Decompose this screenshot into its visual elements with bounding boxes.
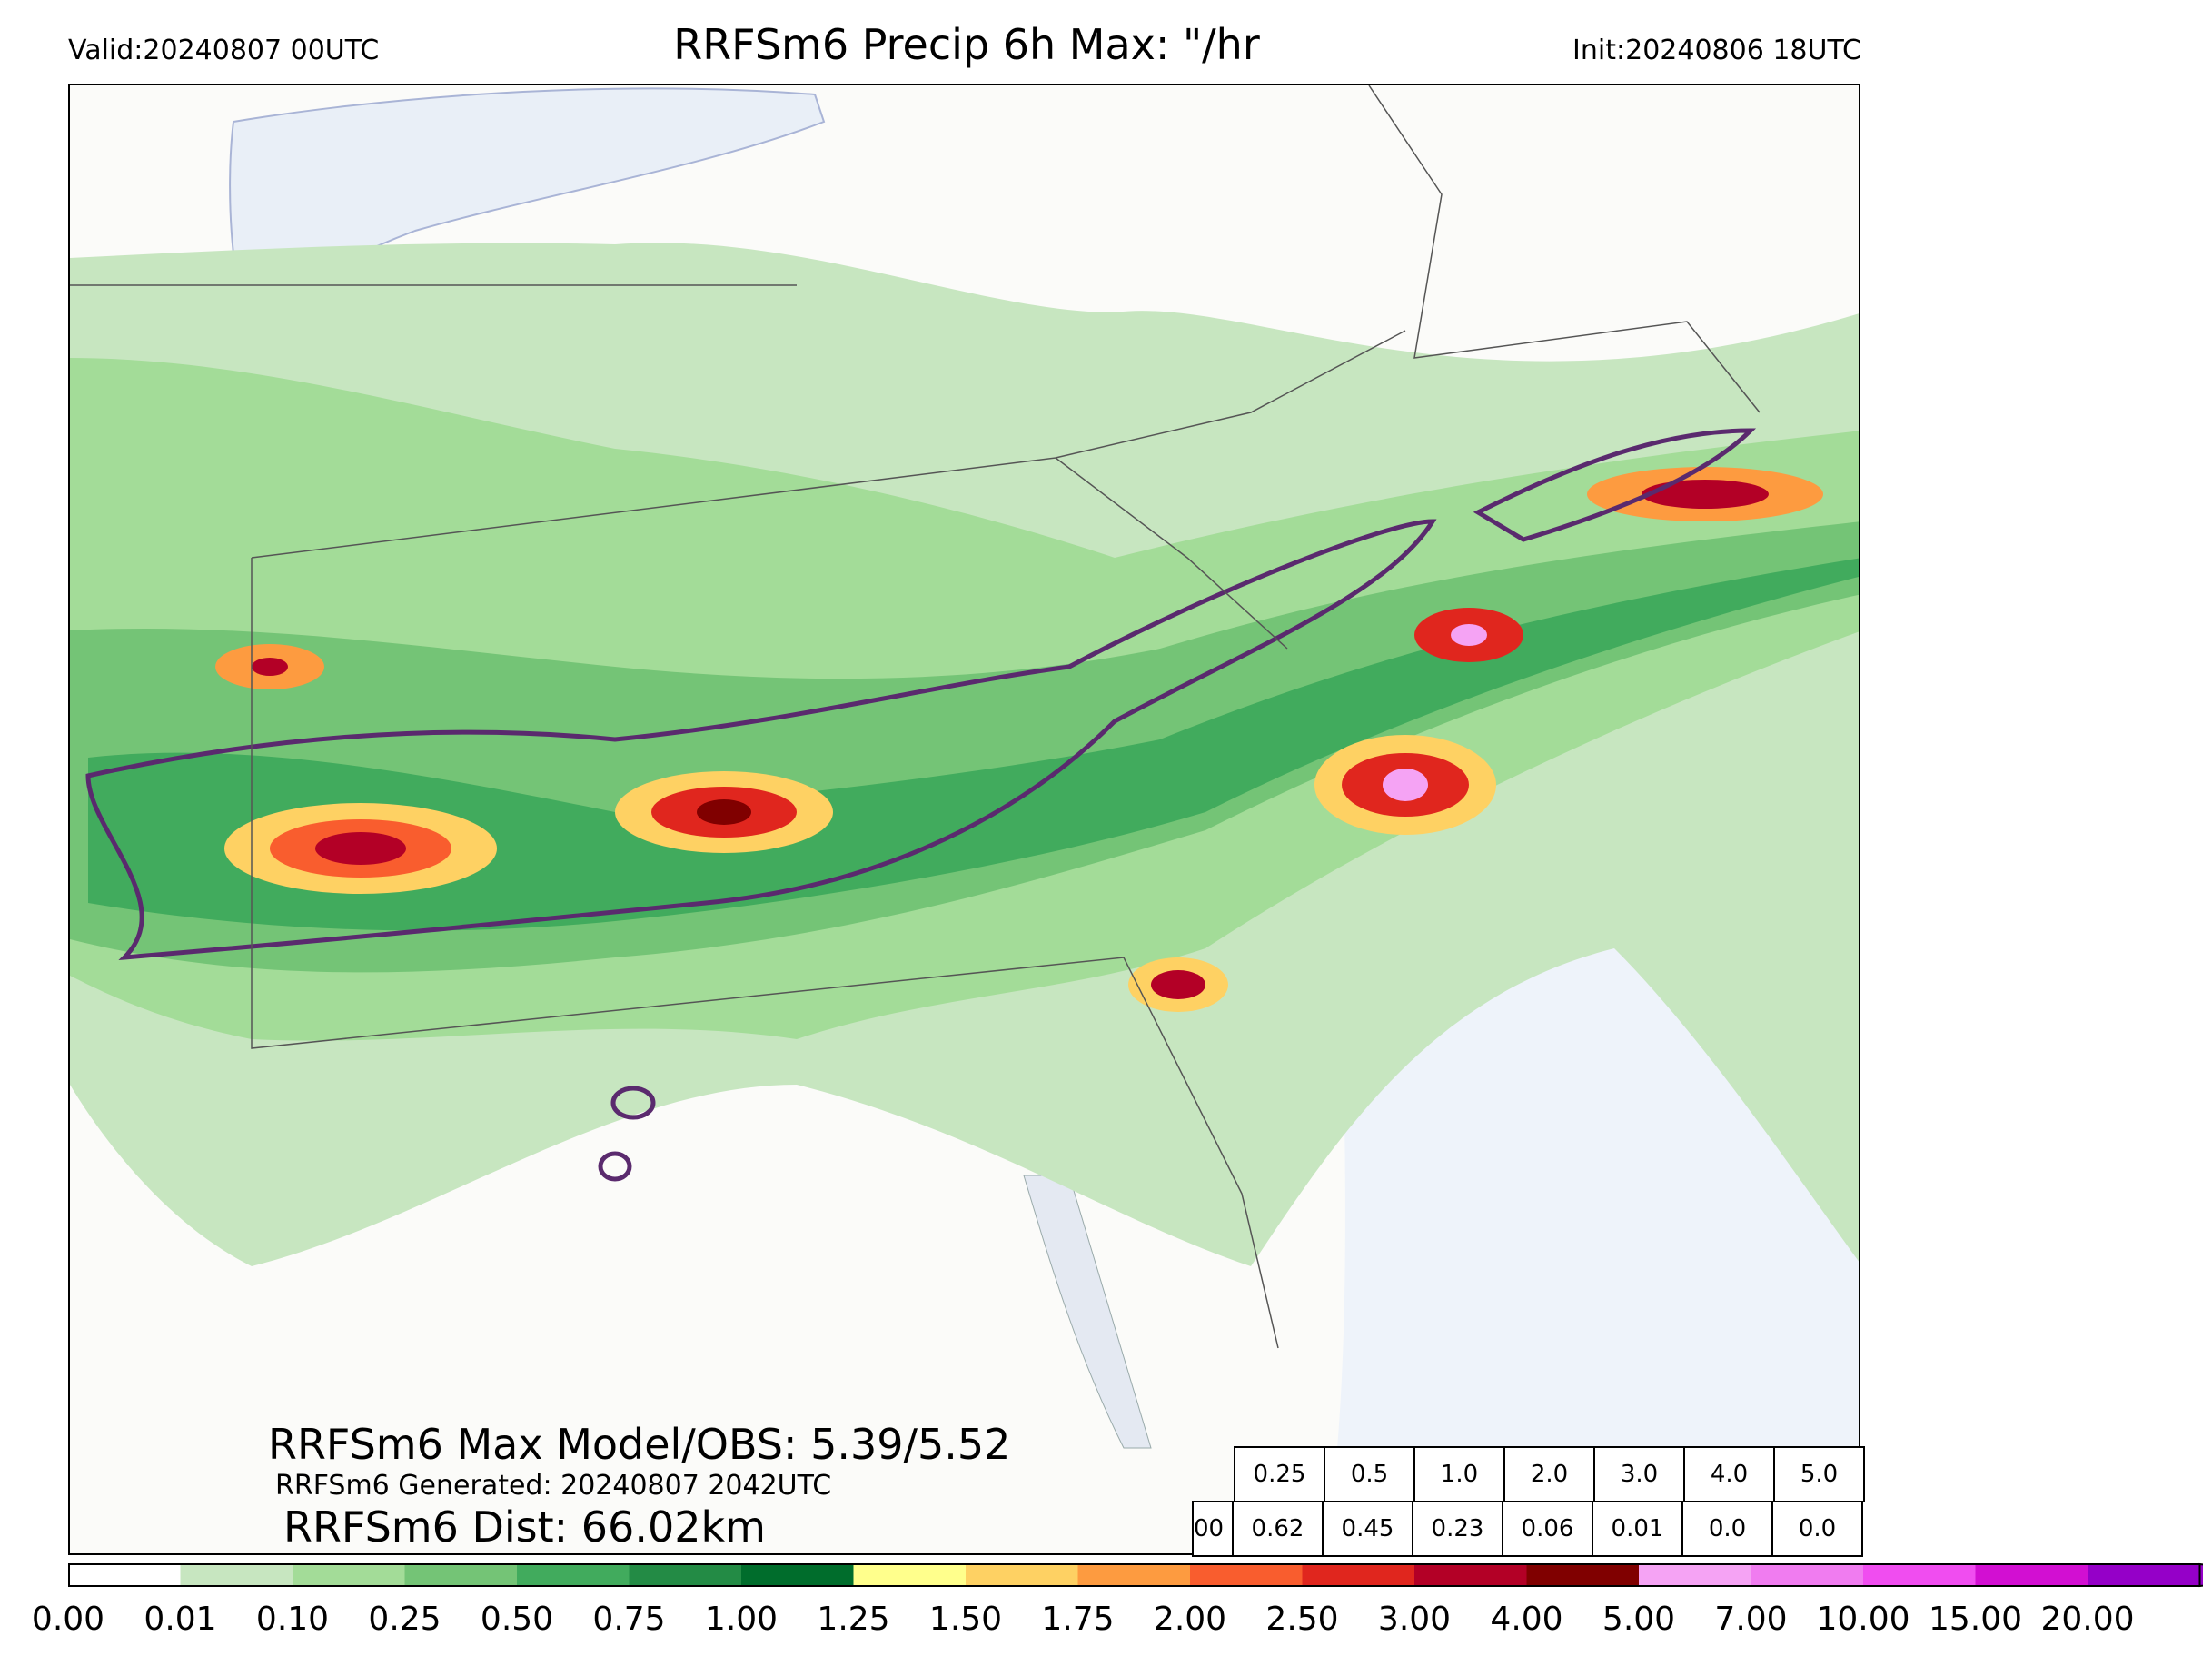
state-boundary — [70, 85, 1761, 1349]
colorbar-segment — [517, 1564, 630, 1586]
colorbar-tick-label: 4.00 — [1490, 1601, 1563, 1638]
probability-cell: 0.45 — [1322, 1501, 1413, 1557]
colorbar-segment — [741, 1564, 854, 1586]
colorbar-tick-label: 1.25 — [817, 1601, 890, 1638]
generated-time-label: RRFSm6 Generated: 20240807 2042UTC — [275, 1470, 832, 1502]
valid-time-label: Valid:20240807 00UTC — [68, 35, 380, 66]
observed-contour — [1473, 428, 1757, 542]
colorbar-segment — [629, 1564, 742, 1586]
map-title: RRFSm6 Precip 6h Max: "/hr — [673, 20, 1260, 69]
colorbar-frame — [68, 1563, 2201, 1587]
probability-cell: 0.0 — [1681, 1501, 1773, 1557]
colorbar-tick-label: 2.00 — [1153, 1601, 1227, 1638]
colorbar — [68, 1562, 2203, 1588]
colorbar-tick-label: 0.75 — [592, 1601, 666, 1638]
observed-contour — [85, 519, 1437, 961]
precip-map-canvas — [70, 85, 1859, 1553]
precip-core-inner — [88, 558, 1859, 931]
colorbar-segment — [1526, 1564, 1640, 1586]
colorbar-tick-label: 1.00 — [704, 1601, 779, 1638]
heavy-core — [1151, 970, 1205, 999]
colorbar-tick-label: 7.00 — [1714, 1601, 1788, 1638]
colorbar-tick-label: 0.25 — [368, 1601, 441, 1638]
probability-cell: 0.06 — [1502, 1501, 1593, 1557]
precip-map — [68, 84, 1860, 1555]
colorbar-tick-label: 3.00 — [1377, 1601, 1452, 1638]
colorbar-segment — [1975, 1564, 2088, 1586]
threshold-cell: 0.25 — [1234, 1446, 1325, 1502]
colorbar-tick-label: 10.00 — [1816, 1601, 1910, 1638]
colorbar-segment — [1190, 1564, 1303, 1586]
probability-cell: 0.23 — [1412, 1501, 1503, 1557]
probability-cell: 0.0 — [1771, 1501, 1863, 1557]
colorbar-segment — [1863, 1564, 1976, 1586]
colorbar-segment — [68, 1564, 181, 1586]
threshold-cell: 1.0 — [1413, 1446, 1505, 1502]
colorbar-tick-label: 20.00 — [2040, 1601, 2135, 1638]
chesapeake-bay — [1023, 1175, 1152, 1449]
colorbar-segment — [1751, 1564, 1864, 1586]
colorbar-segment — [1639, 1564, 1751, 1586]
heavy-core — [252, 658, 288, 676]
colorbar-segment — [2088, 1564, 2200, 1586]
colorbar-segment — [966, 1564, 1078, 1586]
colorbar-tick-label: 0.00 — [31, 1601, 105, 1638]
distance-label: RRFSm6 Dist: 66.02km — [283, 1502, 766, 1552]
observed-contour — [610, 1086, 656, 1120]
probability-cell: 0.62 — [1232, 1501, 1324, 1557]
colorbar-tick-label: 15.00 — [1928, 1601, 2023, 1638]
probability-value-table: 00 0.62 0.45 0.23 0.06 0.01 0.0 0.0 — [1192, 1501, 1863, 1557]
threshold-cell: 4.0 — [1683, 1446, 1775, 1502]
heavy-core — [1451, 624, 1487, 646]
colorbar-tick-label: 1.75 — [1041, 1601, 1115, 1638]
init-time-label: Init:20240806 18UTC — [1572, 35, 1861, 66]
threshold-cell: 0.5 — [1324, 1446, 1415, 1502]
row-label-cell: 00 — [1192, 1501, 1234, 1557]
max-model-obs-label: RRFSm6 Max Model/OBS: 5.39/5.52 — [268, 1420, 1011, 1469]
heavy-core — [315, 832, 406, 865]
threshold-cell: 3.0 — [1593, 1446, 1685, 1502]
colorbar-segment — [1077, 1564, 1191, 1586]
colorbar-segment — [1302, 1564, 1415, 1586]
colorbar-segment — [404, 1564, 518, 1586]
heavy-core — [1383, 769, 1428, 801]
colorbar-segment — [293, 1564, 405, 1586]
colorbar-tick-label: 5.00 — [1602, 1601, 1676, 1638]
colorbar-tick-label: 0.01 — [144, 1601, 217, 1638]
colorbar-tick-label: 2.50 — [1265, 1601, 1339, 1638]
threshold-cell: 5.0 — [1773, 1446, 1865, 1502]
colorbar-segment — [853, 1564, 967, 1586]
threshold-header-table: 0.25 0.5 1.0 2.0 3.0 4.0 5.0 — [1234, 1446, 1865, 1502]
observed-contour — [598, 1151, 632, 1182]
colorbar-tick-label: 0.10 — [255, 1601, 330, 1638]
colorbar-tick-label: 0.50 — [480, 1601, 554, 1638]
probability-cell: 0.01 — [1592, 1501, 1683, 1557]
threshold-cell: 2.0 — [1503, 1446, 1595, 1502]
heavy-core — [1642, 480, 1769, 509]
colorbar-tick-label: 1.50 — [928, 1601, 1003, 1638]
heavy-core — [697, 799, 751, 825]
colorbar-segment — [180, 1564, 293, 1586]
colorbar-segment — [1414, 1564, 1527, 1586]
